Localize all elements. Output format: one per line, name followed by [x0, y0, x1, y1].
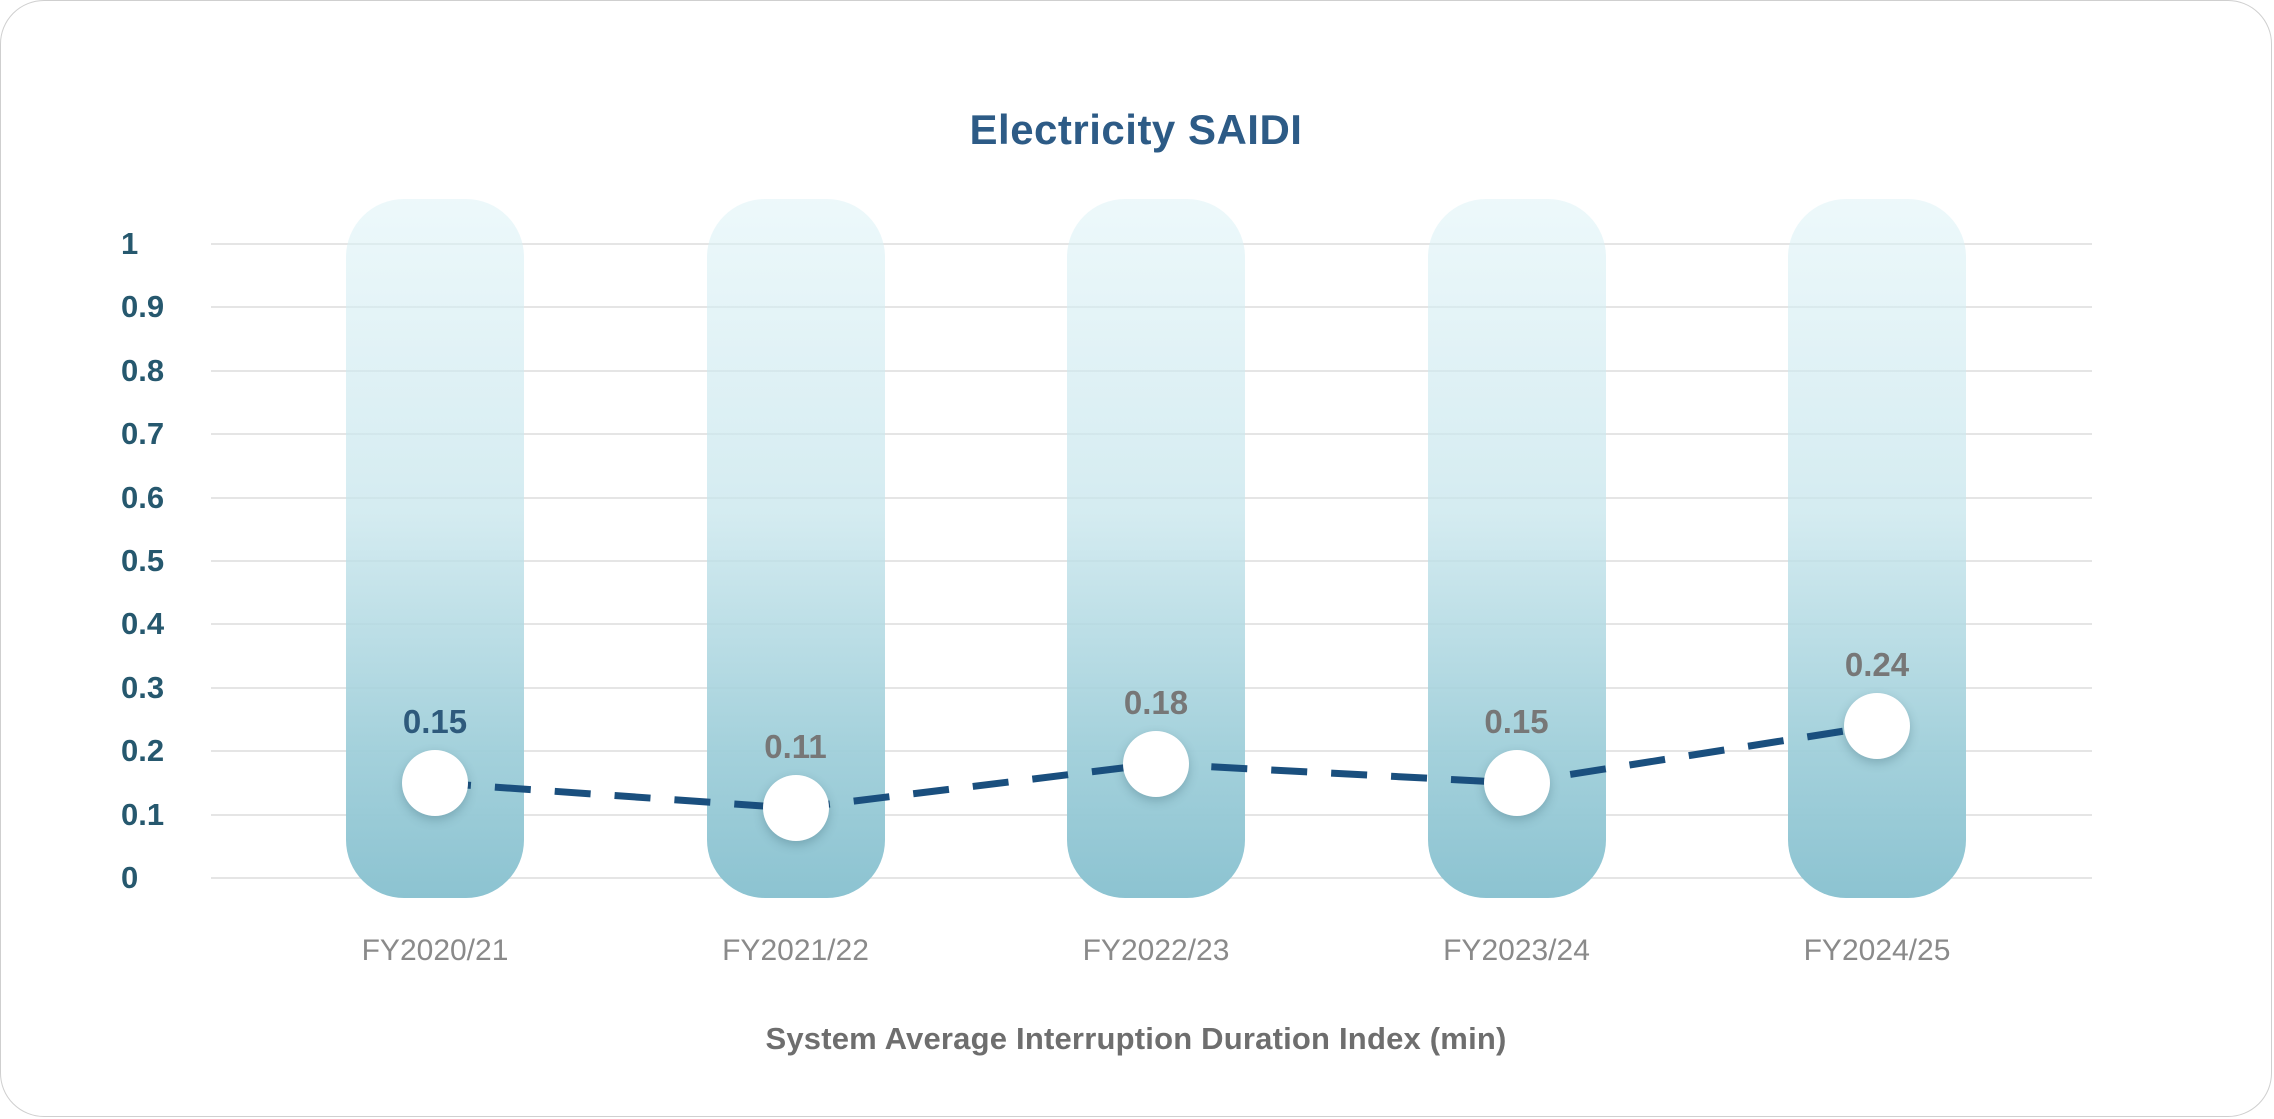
- x-tick-label: FY2024/25: [1803, 934, 1951, 967]
- bar: [1788, 199, 1966, 898]
- data-point-label: 0.15: [402, 702, 468, 740]
- data-point-label: 0.15: [1484, 702, 1549, 740]
- chart-title: Electricity SAIDI: [969, 106, 1303, 153]
- data-point-marker: [762, 775, 829, 842]
- data-point-marker: [1123, 730, 1189, 797]
- y-tick-label: 0.5: [121, 543, 165, 578]
- x-tick-label: FY2022/23: [1082, 934, 1230, 967]
- data-point-marker: [402, 749, 468, 816]
- y-tick-label: 0.7: [121, 416, 165, 452]
- y-tick-label: 0.4: [121, 606, 165, 642]
- y-tick-label: 0.9: [121, 289, 165, 325]
- data-point-marker: [1844, 692, 1910, 759]
- y-tick-label: 0.2: [121, 733, 165, 769]
- y-tick-label: 0.6: [121, 479, 165, 515]
- x-tick-label: FY2020/21: [361, 934, 509, 967]
- data-point-label: 0.11: [764, 728, 827, 766]
- y-tick-label: 0.1: [121, 796, 165, 832]
- x-tick-label: FY2021/22: [722, 934, 869, 967]
- y-tick-label: 0.3: [121, 669, 165, 705]
- y-tick-label: 0.8: [121, 352, 165, 388]
- data-point-label: 0.24: [1844, 645, 1910, 683]
- x-tick-label: FY2023/24: [1443, 934, 1590, 967]
- x-axis-title: System Average Interruption Duration Ind…: [765, 1021, 1507, 1056]
- y-tick-label: 0: [121, 860, 139, 895]
- y-tick-label: 1: [121, 226, 139, 261]
- data-point-label: 0.18: [1123, 683, 1189, 721]
- data-point-marker: [1483, 749, 1550, 816]
